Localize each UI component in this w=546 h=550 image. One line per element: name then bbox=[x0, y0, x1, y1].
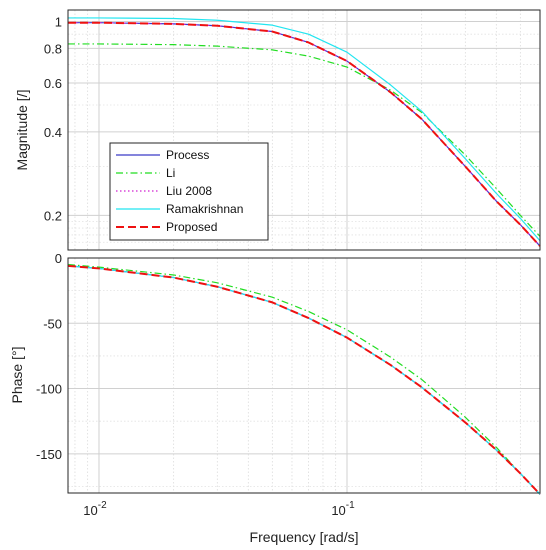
legend-label: Process bbox=[166, 148, 209, 162]
tick-exponent: -2 bbox=[98, 500, 107, 511]
phase-y-tick-label: -50 bbox=[43, 316, 62, 331]
magnitude-y-tick-label: 1 bbox=[55, 14, 62, 29]
magnitude-line-li bbox=[68, 43, 541, 237]
magnitude-line-liu-2008 bbox=[68, 22, 541, 247]
legend-label: Ramakrishnan bbox=[166, 202, 243, 216]
phase-subplot: 0-50-100-150 10-2 10-1 Phase [°] Frequenc… bbox=[9, 251, 541, 545]
phase-series-lines bbox=[67, 263, 541, 495]
legend-label: Proposed bbox=[166, 220, 217, 234]
phase-y-tick-label: 0 bbox=[55, 251, 62, 266]
phase-y-axis-label: Phase [°] bbox=[9, 347, 25, 404]
phase-line-li bbox=[67, 263, 541, 495]
legend: Process Li Liu 2008 Ramakrishnan Proposed bbox=[109, 142, 269, 241]
phase-axes-background bbox=[68, 258, 540, 493]
phase-line-proposed bbox=[67, 264, 541, 495]
phase-y-tick-labels: 0 -50 -100 -150 bbox=[36, 251, 62, 462]
magnitude-y-tick-labels: 0.2 0.4 0.6 0.8 1 bbox=[44, 14, 62, 223]
magnitude-y-tick-label: 0.2 bbox=[44, 208, 62, 223]
magnitude-y-tick-label: 0.8 bbox=[44, 41, 62, 56]
magnitude-line-ramakrishnan bbox=[68, 17, 541, 242]
phase-y-tick-label: -100 bbox=[36, 382, 62, 397]
legend-label: Liu 2008 bbox=[166, 184, 212, 198]
phase-y-tick-label: -150 bbox=[36, 447, 62, 462]
legend-label: Li bbox=[166, 166, 175, 180]
legend-items: Process Li Liu 2008 Ramakrishnan Proposed bbox=[116, 148, 243, 234]
frequency-x-axis-label: Frequency [rad/s] bbox=[250, 529, 359, 545]
magnitude-y-tick-label: 0.6 bbox=[44, 76, 62, 91]
tick-exponent: -1 bbox=[346, 500, 355, 511]
magnitude-series-lines bbox=[68, 17, 541, 247]
magnitude-y-tick-label: 0.4 bbox=[44, 125, 62, 140]
phase-axes-frame bbox=[67, 257, 541, 494]
magnitude-axes-frame bbox=[67, 9, 541, 251]
magnitude-subplot: 0.2 0.4 0.6 0.8 1 Magnitude [/] bbox=[14, 9, 541, 251]
magnitude-y-axis-label: Magnitude [/] bbox=[14, 90, 30, 171]
